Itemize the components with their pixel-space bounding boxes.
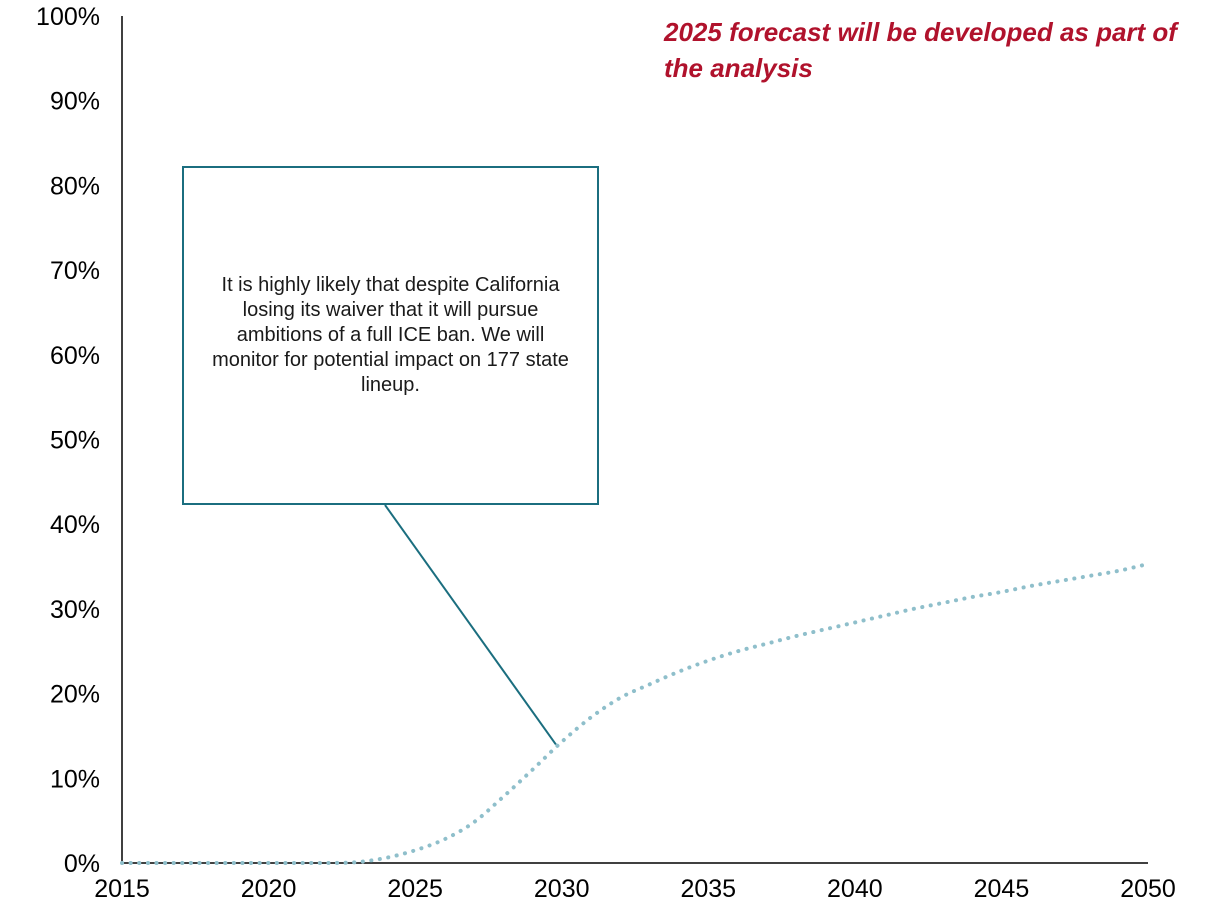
callout-pointer	[384, 504, 557, 746]
series-group	[120, 562, 1150, 866]
y-tick-label: 90%	[50, 88, 100, 116]
y-tick-label: 10%	[50, 765, 100, 793]
x-tick-label: 2020	[241, 875, 297, 903]
x-tick-label: 2035	[680, 875, 736, 903]
x-tick-label: 2045	[974, 875, 1030, 903]
x-tick-label: 2030	[534, 875, 590, 903]
y-tick-label: 30%	[50, 596, 100, 624]
x-tick-label: 2025	[387, 875, 443, 903]
y-tick-label: 0%	[64, 850, 100, 878]
x-tick-label: 2015	[94, 875, 150, 903]
forecast-note: 2025 forecast will be developed as part …	[664, 17, 1177, 83]
y-tick-label: 60%	[50, 342, 100, 370]
y-tick-label: 100%	[36, 3, 100, 31]
y-tick-label: 50%	[50, 427, 100, 455]
y-tick-labels: 0% 10% 20% 30% 40% 50% 60% 70% 80% 90% 100%	[36, 3, 100, 878]
callout-text: It is highly likely that despite Califor…	[212, 274, 569, 396]
x-tick-label: 2050	[1120, 875, 1176, 903]
x-tick-labels: 2015 2020 2025 2030 2035 2040 2045 2050	[94, 875, 1176, 903]
series-line	[120, 562, 1150, 866]
y-tick-label: 40%	[50, 511, 100, 539]
y-tick-label: 70%	[50, 257, 100, 285]
callout-box: It is highly likely that despite Califor…	[182, 166, 599, 505]
y-tick-label: 20%	[50, 681, 100, 709]
y-tick-label: 80%	[50, 172, 100, 200]
x-tick-label: 2040	[827, 875, 883, 903]
